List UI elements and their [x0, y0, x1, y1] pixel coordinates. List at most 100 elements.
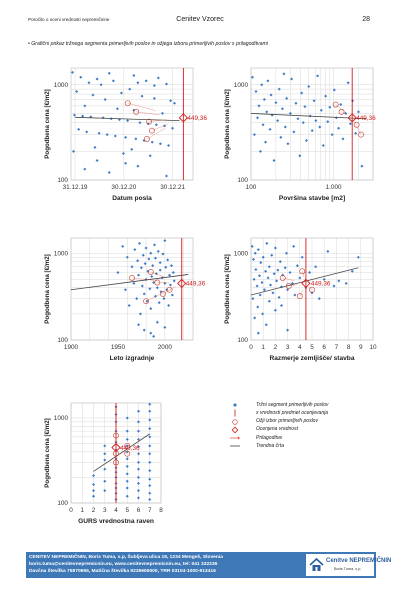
adjustment-arrow	[151, 124, 168, 131]
footer-bar: CENITEV NEPREMIČNIN, Boris Tuma, s.p, Šu…	[26, 552, 391, 578]
market-point	[165, 82, 169, 86]
market-point	[278, 260, 282, 264]
market-point	[330, 133, 334, 137]
market-point	[317, 297, 321, 301]
market-point	[87, 81, 91, 85]
market-point	[137, 460, 140, 464]
market-point	[149, 331, 153, 335]
market-point	[79, 75, 83, 79]
market-point	[148, 460, 152, 464]
market-point	[139, 266, 143, 270]
market-point	[268, 127, 272, 131]
market-point	[286, 328, 290, 332]
market-point	[251, 297, 255, 301]
selected-point	[133, 108, 140, 115]
market-point	[258, 293, 262, 297]
market-point	[314, 119, 318, 123]
header-document-name: Cenitev Vzorec	[176, 16, 224, 23]
market-point	[158, 261, 162, 265]
market-point	[148, 491, 152, 495]
market-point	[301, 121, 305, 125]
market-point	[95, 159, 99, 163]
x-tick-label: 2	[274, 344, 278, 351]
selected-points	[279, 268, 315, 300]
market-point	[321, 144, 325, 148]
market-point	[125, 479, 129, 483]
market-point	[326, 120, 330, 124]
adjustment-arrow	[302, 271, 305, 278]
market-point	[258, 274, 262, 278]
selected-point	[124, 442, 131, 449]
logo-subtitle: Boris Tuma, s.p.	[334, 567, 362, 571]
market-point	[262, 288, 266, 292]
x-tick-label: 9	[359, 344, 363, 351]
selected-point	[129, 275, 135, 281]
legend-subject-marker	[231, 426, 239, 434]
market-point	[137, 273, 141, 277]
market-point	[256, 305, 260, 309]
legend-label-selected: Ožji izbor primerljivih poslov	[256, 418, 318, 425]
adjustment-arrow	[149, 119, 167, 122]
market-point	[307, 84, 311, 88]
house-icon	[309, 557, 324, 571]
selected-point	[285, 283, 292, 289]
market-point	[332, 284, 336, 288]
legend-label-subject: Ocenjena vrednost	[256, 426, 298, 433]
market-point	[290, 281, 294, 285]
market-point	[166, 258, 170, 262]
trend-line	[250, 267, 359, 296]
market-point	[148, 444, 152, 448]
market-point	[158, 142, 162, 146]
selected-point	[143, 136, 150, 142]
selected-point	[299, 268, 306, 275]
market-point	[143, 262, 147, 266]
market-point	[125, 486, 129, 490]
market-point	[81, 114, 85, 118]
market-point	[125, 464, 129, 468]
market-point	[137, 489, 140, 493]
market-point	[269, 283, 273, 287]
y-tick-label: 1000	[54, 82, 69, 89]
market-point	[103, 458, 107, 462]
footer-tax-info: Davčna številka 75870665, Matična števil…	[29, 569, 216, 575]
market-point	[95, 77, 99, 81]
x-tick-label: 5	[310, 344, 314, 351]
market-point	[138, 312, 142, 316]
market-point	[296, 117, 300, 121]
market-point	[337, 279, 341, 283]
x-tick-label: 7	[148, 507, 152, 514]
market-point	[328, 105, 332, 109]
legend-vline-marker	[234, 409, 236, 417]
market-point	[140, 284, 144, 288]
adjustment-arrow	[127, 103, 156, 111]
market-point	[261, 123, 265, 127]
market-points	[116, 239, 176, 338]
market-point	[254, 267, 258, 271]
market-point	[167, 144, 171, 148]
market-point	[295, 264, 299, 268]
market-point	[312, 99, 316, 103]
market-point	[170, 293, 174, 297]
adjustment-arrow	[121, 450, 128, 454]
market-point	[168, 273, 172, 277]
x-tick-label: 0	[69, 507, 73, 514]
market-point	[103, 467, 107, 471]
market-point	[113, 134, 117, 138]
market-point	[290, 77, 294, 81]
market-point	[142, 138, 146, 142]
selected-point	[147, 268, 154, 275]
market-point	[161, 111, 164, 115]
x-tick-label: 4	[298, 344, 302, 351]
market-point	[252, 133, 256, 137]
market-point	[148, 497, 152, 501]
market-point	[148, 477, 152, 481]
market-point	[267, 265, 271, 269]
x-tick-label: 10	[369, 344, 377, 351]
market-point	[70, 70, 74, 74]
market-point	[298, 154, 302, 158]
legend-label-adjustment: Prilagoditve	[256, 434, 283, 441]
market-point	[164, 265, 168, 269]
selected-point	[124, 100, 131, 107]
market-point	[253, 251, 257, 255]
adjustment-arrow	[136, 111, 160, 116]
